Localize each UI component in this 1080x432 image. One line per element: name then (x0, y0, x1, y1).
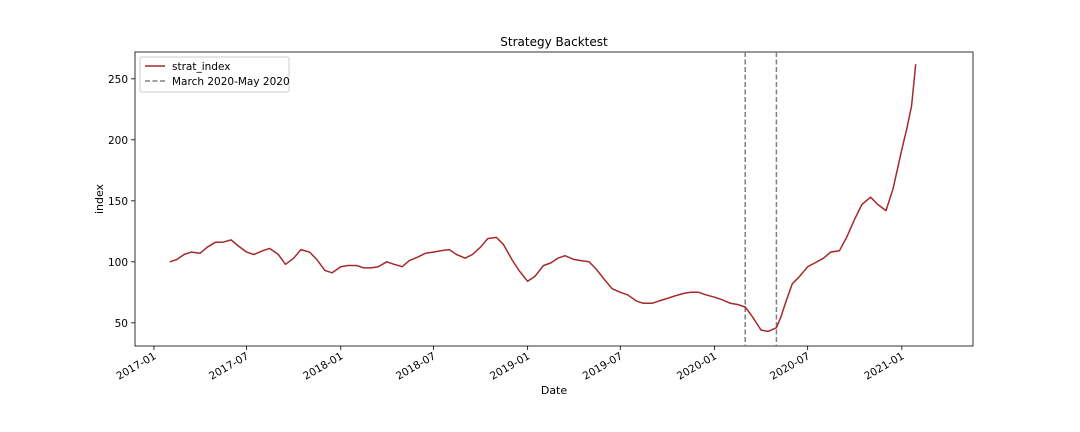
y-tick-label: 150 (108, 196, 128, 208)
vlines-layer (744, 52, 778, 346)
x-tick-label: 2020-07 (768, 350, 812, 382)
x-tick-label: 2021-01 (862, 350, 906, 382)
plot-area (134, 51, 974, 347)
legend: strat_index March 2020-May 2020 (139, 56, 290, 93)
chart-title: Strategy Backtest (500, 35, 608, 49)
x-tick-label: 2020-01 (675, 350, 719, 382)
legend-vline-label: March 2020-May 2020 (172, 76, 290, 88)
x-tick-label: 2017-07 (207, 350, 251, 382)
x-tick-label: 2018-07 (394, 350, 438, 382)
y-tick-label: 200 (108, 135, 128, 147)
x-axis-label: Date (541, 384, 568, 397)
series-layer (169, 64, 917, 333)
legend-frame (139, 56, 290, 93)
y-axis: 50 100 150 200 250 (108, 74, 135, 330)
x-tick-label: 2017-01 (114, 350, 158, 382)
x-axis: 2017-01 2017-07 2018-01 2018-07 2019-01 2019-… (114, 346, 906, 383)
x-tick-label: 2018-01 (301, 350, 345, 382)
legend-series-label: strat_index (172, 61, 230, 73)
y-tick-label: 100 (108, 257, 128, 269)
series-line-0 (169, 64, 917, 333)
plot-frame (134, 51, 974, 347)
y-axis-label: index (93, 183, 106, 214)
y-tick-label: 50 (115, 318, 128, 330)
x-tick-label: 2019-07 (581, 350, 625, 382)
x-tick-label: 2019-01 (488, 350, 532, 382)
y-tick-label: 250 (108, 74, 128, 86)
